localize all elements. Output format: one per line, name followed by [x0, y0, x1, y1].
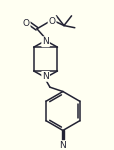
Text: N: N [59, 141, 66, 150]
Text: N: N [42, 37, 49, 46]
Text: N: N [42, 72, 49, 81]
Text: O: O [22, 19, 29, 28]
Text: O: O [48, 17, 55, 26]
